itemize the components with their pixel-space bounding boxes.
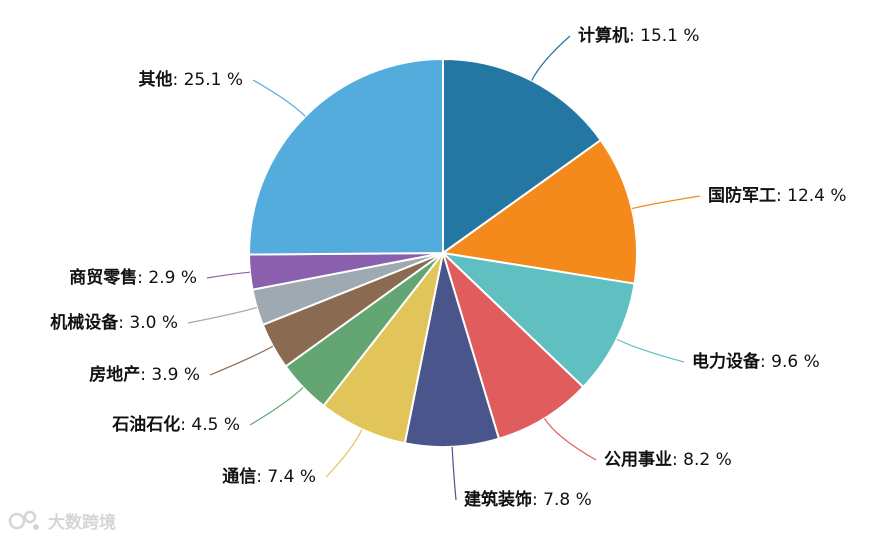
pie-labels: 计算机: 15.1 %国防军工: 12.4 %电力设备: 9.6 %公用事业: … (50, 25, 846, 510)
slice-label: 其他: 25.1 % (138, 69, 243, 90)
watermark-logo-icon (8, 510, 39, 530)
slice-label: 通信: 7.4 % (222, 466, 316, 487)
leader-line (451, 446, 457, 501)
slice-label-name: 公用事业 (604, 450, 672, 470)
slice-label-value: : 7.4 % (256, 467, 316, 487)
leader-line (209, 345, 274, 376)
slice-label: 计算机: 15.1 % (578, 25, 700, 46)
leader-line (252, 79, 306, 117)
slice-label-value: : 3.0 % (118, 313, 178, 333)
slice-label-value: : 25.1 % (172, 70, 243, 90)
slice-label: 建筑装饰: 7.8 % (464, 489, 592, 510)
pie-slices (247, 57, 638, 448)
slice-label: 机械设备: 3.0 % (50, 312, 178, 333)
pie-slice (248, 57, 444, 256)
watermark-text: 大数跨境 (48, 512, 116, 533)
slice-label: 国防军工: 12.4 % (708, 185, 847, 206)
slice-label-value: : 2.9 % (137, 268, 197, 288)
leader-line (631, 195, 701, 210)
pie-slice (440, 249, 585, 441)
slice-label: 电力设备: 9.6 % (692, 351, 820, 372)
leader-line (187, 306, 257, 324)
slice-label-name: 机械设备 (50, 312, 119, 333)
slice-label-value: : 12.4 % (776, 186, 847, 206)
leader-line (543, 418, 597, 461)
slice-label: 房地产: 3.9 % (89, 364, 200, 385)
slice-label: 商贸零售: 2.9 % (69, 267, 197, 288)
pie-slice (403, 252, 501, 448)
watermark: 大数跨境 (8, 507, 116, 533)
slice-label-name: 通信 (222, 466, 256, 487)
slice-label-value: : 3.9 % (140, 365, 200, 385)
slice-label-name: 计算机 (578, 25, 629, 46)
pie-slice (439, 251, 636, 389)
leader-line (531, 35, 571, 81)
leader-line (325, 429, 363, 478)
slice-label-name: 房地产 (89, 364, 140, 385)
pie-slice (442, 57, 603, 255)
leader-line (206, 271, 251, 279)
slice-label-value: : 4.5 % (180, 415, 240, 435)
slice-label-value: : 15.1 % (629, 26, 700, 46)
slice-label-name: 其他 (138, 69, 172, 90)
slice-label-name: 石油石化 (111, 414, 180, 435)
slice-label-name: 电力设备 (692, 351, 761, 372)
slice-label-value: : 8.2 % (672, 450, 732, 470)
slice-label-value: : 9.6 % (760, 352, 820, 372)
slice-label: 石油石化: 4.5 % (111, 414, 240, 435)
leader-line (249, 387, 304, 426)
slice-label-name: 商贸零售 (69, 267, 137, 288)
slice-label: 公用事业: 8.2 % (604, 450, 732, 470)
slice-label-value: : 7.8 % (532, 490, 592, 510)
slice-label-name: 国防军工 (708, 185, 776, 206)
leader-line (616, 338, 685, 363)
slice-label-name: 建筑装饰 (464, 489, 532, 510)
